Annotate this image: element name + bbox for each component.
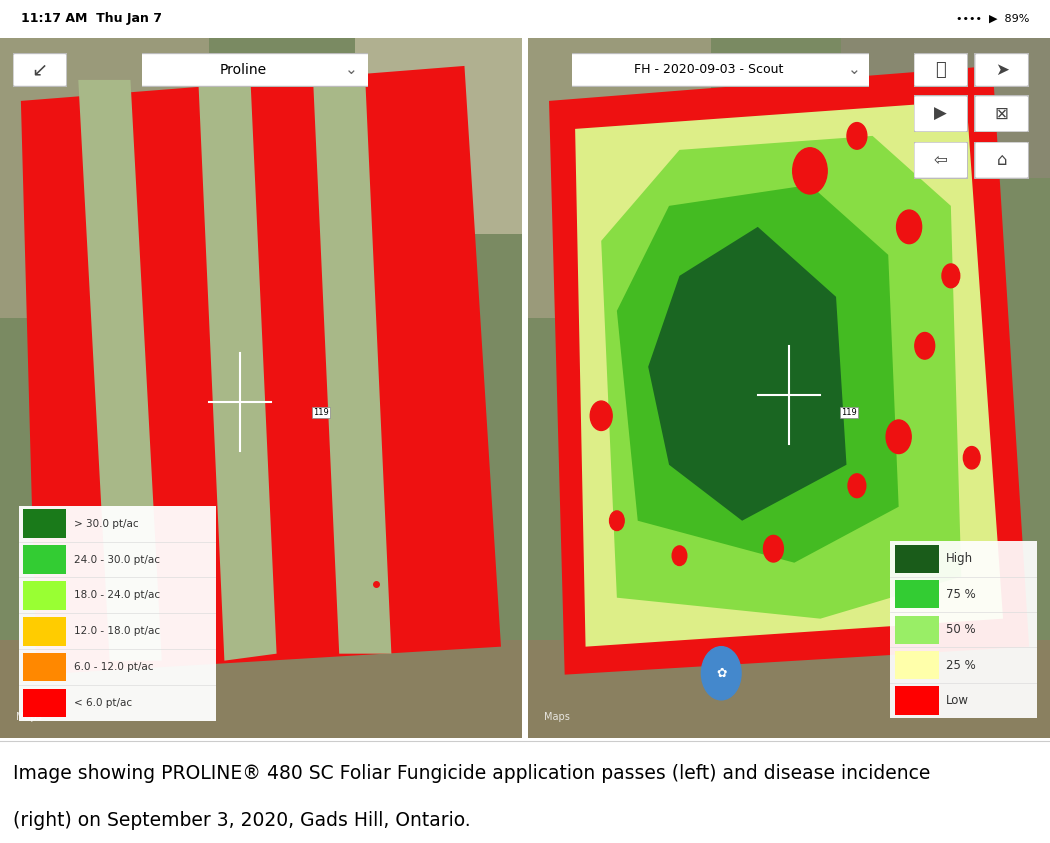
Bar bbox=[23, 617, 66, 646]
Text: (right) on September 3, 2020, Gads Hill, Ontario.: (right) on September 3, 2020, Gads Hill,… bbox=[13, 811, 470, 830]
Text: 75 %: 75 % bbox=[946, 588, 977, 601]
Polygon shape bbox=[79, 80, 162, 661]
Polygon shape bbox=[313, 80, 392, 653]
Circle shape bbox=[590, 401, 612, 431]
Circle shape bbox=[793, 148, 827, 194]
Bar bbox=[895, 580, 939, 609]
Circle shape bbox=[963, 447, 980, 469]
Bar bbox=[23, 509, 66, 538]
Circle shape bbox=[897, 210, 922, 244]
Polygon shape bbox=[0, 640, 522, 738]
Text: ⛶: ⛶ bbox=[936, 61, 946, 79]
Text: Maps: Maps bbox=[16, 712, 42, 722]
Bar bbox=[895, 651, 939, 679]
FancyBboxPatch shape bbox=[132, 53, 377, 87]
Text: 24.0 - 30.0 pt/ac: 24.0 - 30.0 pt/ac bbox=[75, 555, 161, 565]
Polygon shape bbox=[21, 66, 501, 674]
Circle shape bbox=[610, 511, 624, 530]
Polygon shape bbox=[0, 38, 209, 318]
Bar bbox=[895, 686, 939, 715]
Polygon shape bbox=[648, 227, 846, 521]
Text: 119: 119 bbox=[313, 408, 329, 416]
FancyBboxPatch shape bbox=[914, 53, 968, 87]
Polygon shape bbox=[528, 640, 1050, 738]
Text: Maps: Maps bbox=[544, 712, 570, 722]
FancyBboxPatch shape bbox=[15, 502, 220, 725]
Text: 11:17 AM  Thu Jan 7: 11:17 AM Thu Jan 7 bbox=[21, 13, 162, 25]
Text: 12.0 - 18.0 pt/ac: 12.0 - 18.0 pt/ac bbox=[75, 626, 161, 636]
Circle shape bbox=[915, 332, 934, 359]
Circle shape bbox=[763, 535, 783, 562]
Bar bbox=[895, 615, 939, 644]
Polygon shape bbox=[602, 136, 962, 619]
Circle shape bbox=[847, 122, 867, 149]
Polygon shape bbox=[0, 38, 522, 738]
Text: < 6.0 pt/ac: < 6.0 pt/ac bbox=[75, 698, 132, 708]
Text: 119: 119 bbox=[841, 408, 857, 416]
Polygon shape bbox=[355, 38, 522, 234]
Bar bbox=[895, 545, 939, 573]
Text: FH - 2020-09-03 - Scout: FH - 2020-09-03 - Scout bbox=[634, 63, 783, 77]
Polygon shape bbox=[549, 66, 1029, 674]
Text: ⌄: ⌄ bbox=[848, 62, 861, 78]
FancyBboxPatch shape bbox=[914, 95, 968, 132]
FancyBboxPatch shape bbox=[561, 53, 881, 87]
FancyBboxPatch shape bbox=[974, 142, 1029, 179]
Text: ⌂: ⌂ bbox=[996, 151, 1007, 169]
Circle shape bbox=[848, 474, 866, 497]
Text: ⇦: ⇦ bbox=[933, 151, 948, 169]
Polygon shape bbox=[528, 38, 711, 318]
FancyBboxPatch shape bbox=[13, 53, 67, 87]
Text: ▶: ▶ bbox=[934, 105, 947, 123]
Bar bbox=[23, 652, 66, 681]
Text: 50 %: 50 % bbox=[946, 623, 975, 636]
Polygon shape bbox=[528, 38, 1050, 738]
Text: Low: Low bbox=[946, 694, 969, 707]
Text: ⊠: ⊠ bbox=[994, 105, 1009, 123]
Text: 6.0 - 12.0 pt/ac: 6.0 - 12.0 pt/ac bbox=[75, 662, 153, 672]
FancyBboxPatch shape bbox=[887, 538, 1041, 722]
Circle shape bbox=[942, 264, 960, 287]
Circle shape bbox=[701, 647, 741, 700]
Text: ➤: ➤ bbox=[994, 61, 1009, 79]
Text: ••••  ▶  89%: •••• ▶ 89% bbox=[956, 14, 1029, 24]
Bar bbox=[23, 545, 66, 574]
Text: ↙: ↙ bbox=[32, 61, 48, 79]
Bar bbox=[23, 689, 66, 717]
Circle shape bbox=[886, 420, 911, 454]
FancyBboxPatch shape bbox=[974, 95, 1029, 132]
Text: ✿: ✿ bbox=[716, 667, 727, 679]
Text: 25 %: 25 % bbox=[946, 658, 977, 672]
Polygon shape bbox=[616, 185, 899, 563]
Text: ⌄: ⌄ bbox=[345, 62, 358, 78]
FancyBboxPatch shape bbox=[974, 53, 1029, 87]
Text: 18.0 - 24.0 pt/ac: 18.0 - 24.0 pt/ac bbox=[75, 590, 161, 600]
Circle shape bbox=[672, 546, 687, 566]
Polygon shape bbox=[198, 80, 276, 661]
Text: High: High bbox=[946, 552, 973, 566]
Polygon shape bbox=[841, 38, 1050, 178]
Text: Proline: Proline bbox=[219, 63, 267, 77]
Text: Image showing PROLINE® 480 SC Foliar Fungicide application passes (left) and dis: Image showing PROLINE® 480 SC Foliar Fun… bbox=[13, 764, 930, 783]
Text: > 30.0 pt/ac: > 30.0 pt/ac bbox=[75, 518, 139, 529]
FancyBboxPatch shape bbox=[914, 142, 968, 179]
Polygon shape bbox=[575, 101, 1003, 647]
Bar bbox=[23, 581, 66, 609]
